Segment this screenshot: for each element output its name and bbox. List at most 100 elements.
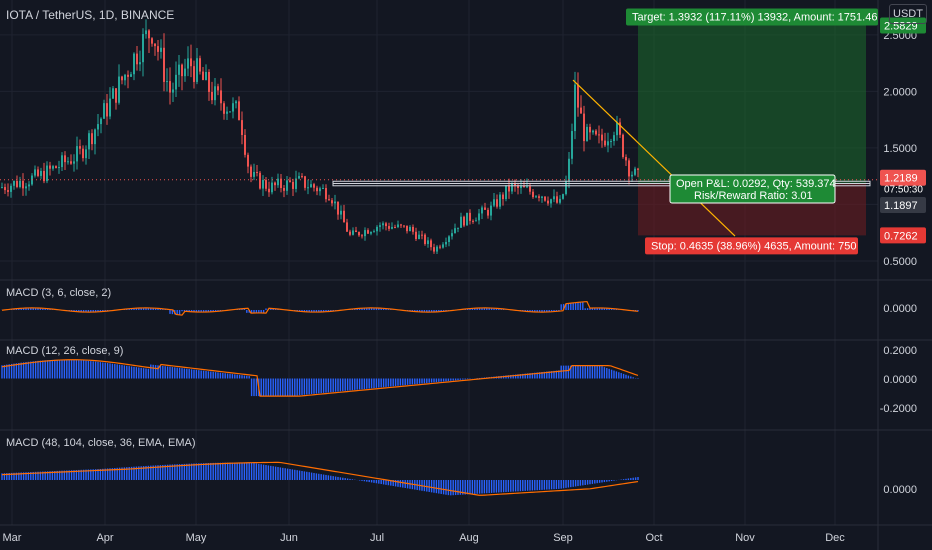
candle-body: [466, 212, 468, 226]
candle-body: [250, 166, 252, 177]
candle-body: [577, 84, 579, 108]
candle-body: [244, 134, 246, 155]
candle-body: [193, 66, 195, 82]
price-tick: 2.0000: [883, 86, 917, 98]
candle-body: [100, 118, 102, 125]
candle-body: [76, 146, 78, 162]
candle-body: [622, 134, 624, 158]
candle-body: [145, 30, 147, 35]
candle-body: [157, 46, 159, 52]
candle-body: [22, 180, 24, 189]
candle-body: [532, 191, 534, 198]
candle-body: [592, 130, 594, 133]
candle-body: [313, 184, 315, 188]
time-axis-label: Dec: [825, 532, 845, 544]
currency-button[interactable]: USDT: [889, 4, 927, 24]
position-zones[interactable]: [638, 25, 866, 236]
candle-body: [478, 213, 480, 221]
candle-body: [403, 225, 405, 227]
candle-body: [583, 113, 585, 142]
bar-countdown: 07:50:30: [884, 185, 923, 196]
time-axis-label: Oct: [645, 532, 662, 544]
trend-line[interactable]: [572, 79, 736, 237]
candle-body: [517, 185, 519, 189]
candle-body: [508, 185, 510, 192]
candle-body: [523, 185, 525, 188]
stop-info-box[interactable]: [645, 237, 858, 255]
price-tick: 0.5000: [883, 256, 917, 268]
symbol-title[interactable]: IOTA / TetherUS, 1D, BINANCE: [6, 8, 175, 22]
candle-body: [472, 220, 474, 222]
candle-body: [187, 58, 189, 69]
candle-body: [175, 74, 177, 90]
candle-body: [469, 212, 471, 221]
candle-body: [223, 103, 225, 114]
risk-reward-text: Risk/Reward Ratio: 3.01: [694, 190, 813, 202]
candle-body: [205, 72, 207, 80]
candle-body: [289, 180, 291, 182]
candle-body: [391, 227, 393, 229]
candle-body: [610, 141, 612, 143]
candle-body: [241, 120, 243, 135]
candle-body: [64, 155, 66, 163]
candle-body: [355, 230, 357, 233]
candle-body: [340, 210, 342, 215]
candle-body: [298, 176, 300, 179]
macd-fast-label[interactable]: MACD (3, 6, close, 2): [6, 287, 112, 299]
candle-body: [214, 86, 216, 101]
target-zone[interactable]: [638, 25, 866, 183]
candle-body: [406, 225, 408, 232]
candle-body: [445, 241, 447, 245]
candle-body: [538, 196, 540, 198]
candle-body: [130, 74, 132, 77]
target-info-box[interactable]: [626, 8, 878, 26]
candle-body: [181, 64, 183, 77]
candle-body: [310, 184, 312, 188]
candle-body: [151, 38, 153, 44]
candle-body: [442, 244, 444, 248]
candle-body: [457, 227, 459, 229]
candle-body: [238, 101, 240, 121]
candle-body: [94, 129, 96, 145]
candle-body: [418, 234, 420, 240]
candle-body: [358, 232, 360, 236]
macd-slow-label[interactable]: MACD (48, 104, close, 36, EMA, EMA): [6, 437, 196, 449]
candle-body: [262, 179, 264, 189]
candle-body: [595, 130, 597, 135]
open-pnl-box[interactable]: [669, 174, 836, 204]
candle-body: [13, 180, 15, 186]
candle-body: [139, 62, 141, 65]
candle-body: [43, 170, 45, 182]
candle-body: [271, 182, 273, 193]
candle-body: [505, 185, 507, 200]
candle-body: [226, 111, 228, 114]
candle-body: [490, 205, 492, 216]
candle-body: [628, 160, 630, 177]
candle-body: [202, 71, 204, 80]
candle-body: [481, 207, 483, 214]
candle-body: [544, 196, 546, 201]
stop-price-label: 0.7262: [884, 230, 918, 242]
macd-medium-label[interactable]: MACD (12, 26, close, 9): [6, 345, 124, 357]
candle-body: [109, 98, 111, 117]
candle-body: [316, 187, 318, 192]
candle-body: [124, 74, 126, 81]
candle-body: [565, 181, 567, 195]
candle-body: [178, 64, 180, 75]
candle-body: [196, 58, 198, 82]
candle-body: [550, 199, 552, 204]
candle-body: [394, 227, 396, 229]
candle-body: [379, 225, 381, 227]
candle-body: [295, 178, 297, 189]
candle-body: [568, 158, 570, 182]
macd-fast-signal: [1, 300, 639, 316]
candle-body: [154, 43, 156, 47]
candle-body: [415, 231, 417, 240]
candle-body: [61, 155, 63, 168]
candle-body: [343, 210, 345, 223]
candle-body: [388, 226, 390, 229]
candle-body: [400, 224, 402, 226]
candle-body: [547, 200, 549, 204]
candle-body: [637, 168, 639, 170]
